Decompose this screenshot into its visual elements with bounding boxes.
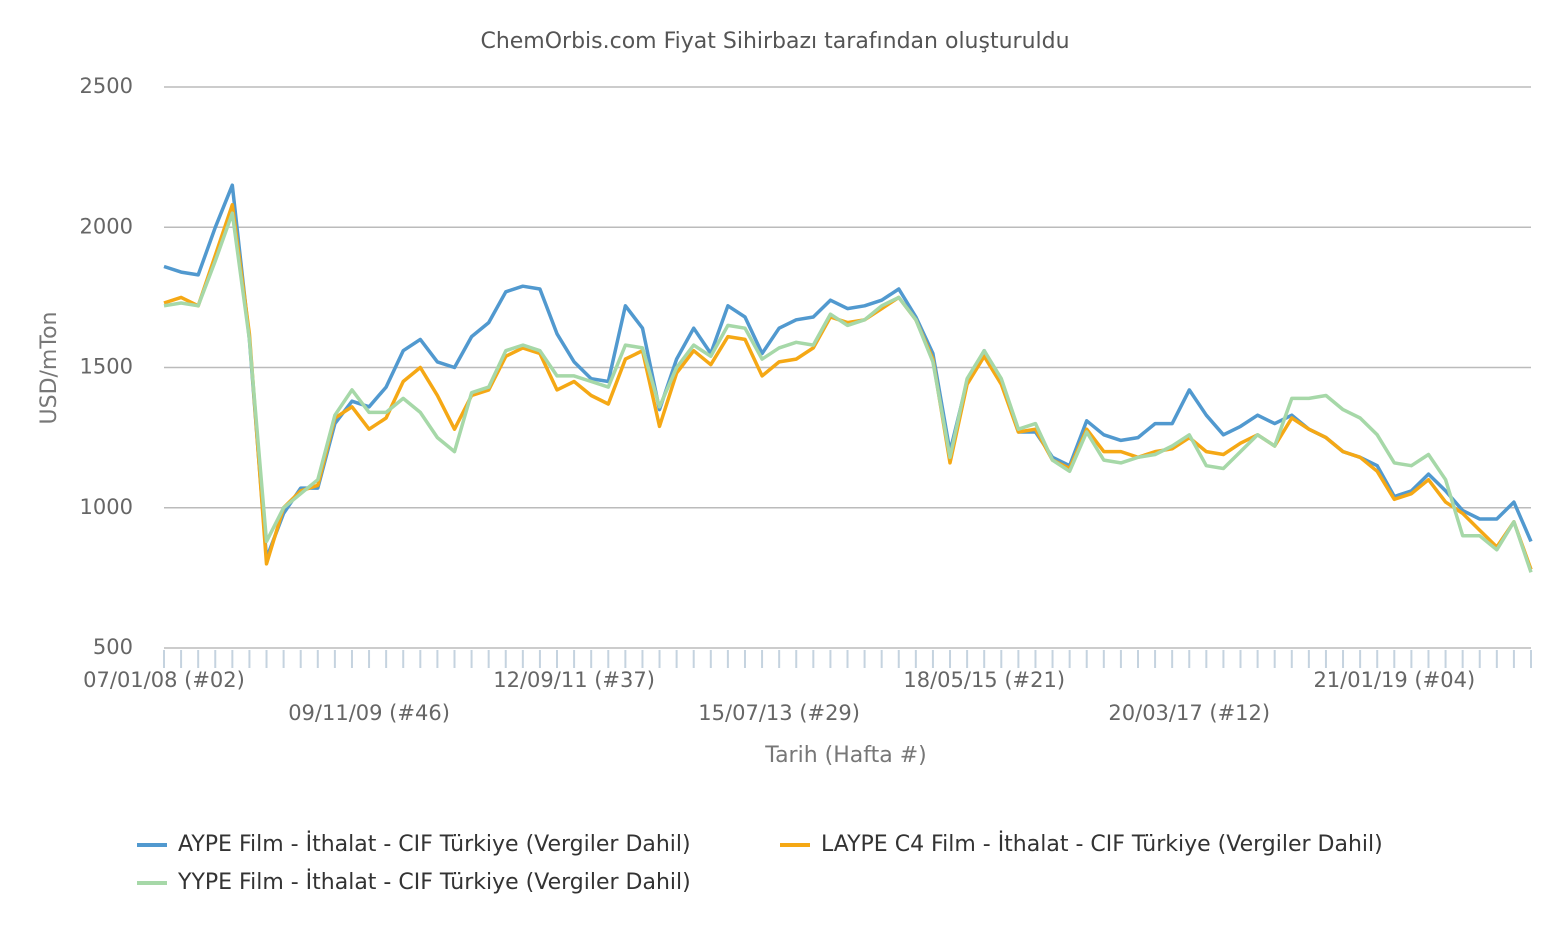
x-tick-label: 07/01/08 (#02) [83, 668, 245, 692]
legend-label: YYPE Film - İthalat - CIF Türkiye (Vergi… [177, 869, 691, 895]
x-tick-label: 15/07/13 (#29) [698, 701, 860, 725]
x-tick-label: 18/05/15 (#21) [903, 668, 1065, 692]
series-line [163, 203, 1533, 571]
chart-title: ChemOrbis.com Fiyat Sihirbazı tarafından… [480, 29, 1069, 54]
y-tick-label: 500 [93, 635, 133, 659]
x-tick-label: 20/03/17 (#12) [1108, 701, 1270, 725]
legend-label: LAYPE C4 Film - İthalat - CIF Türkiye (V… [821, 831, 1383, 857]
y-tick-label: 1000 [80, 495, 133, 519]
series-line [163, 211, 1533, 573]
y-tick-label: 2000 [80, 214, 133, 238]
x-tick-label: 09/11/09 (#46) [288, 701, 450, 725]
y-axis-label: USD/mTon [37, 312, 62, 425]
series-line [163, 183, 1533, 560]
legend-label: AYPE Film - İthalat - CIF Türkiye (Vergi… [178, 831, 691, 857]
x-axis-label: Tarih (Hafta #) [764, 743, 926, 768]
y-tick-label: 2500 [80, 74, 133, 98]
x-tick-label: 21/01/19 (#04) [1313, 668, 1475, 692]
y-tick-label: 1500 [80, 355, 133, 379]
x-tick-label: 12/09/11 (#37) [493, 668, 655, 692]
